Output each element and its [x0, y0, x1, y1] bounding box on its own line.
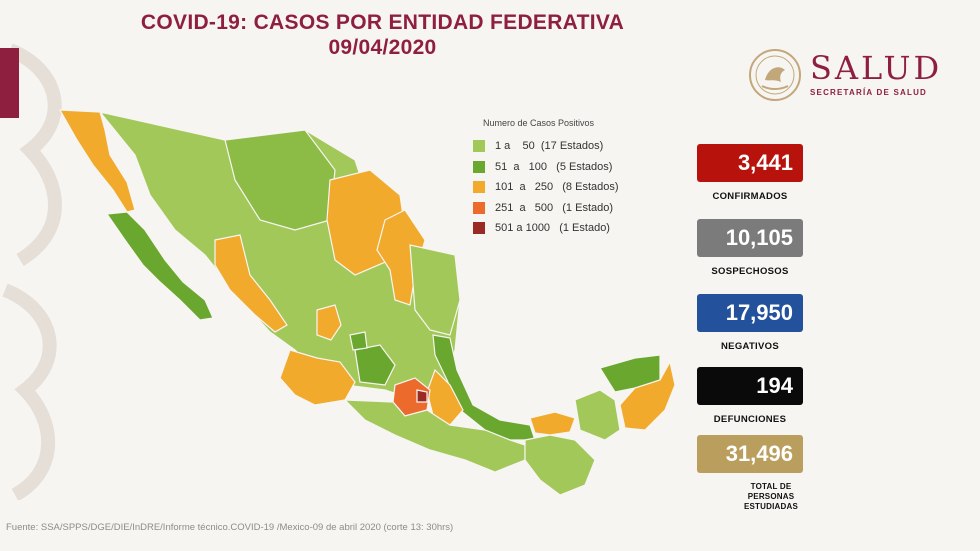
seal-icon [749, 49, 801, 101]
state-queretaro [349, 331, 368, 351]
stat-confirmados: 3,441 CONFIRMADOS [697, 144, 803, 202]
map-legend: Numero de Casos Positivos 1 a 50 (17 Est… [473, 118, 653, 239]
logo-wordmark: SALUD [810, 49, 943, 87]
state-tabasco [529, 411, 576, 436]
legend-item: 251 a 500 (1 Estado) [473, 198, 653, 219]
stat-value-box: 17,950 [697, 294, 803, 332]
stat-label: SOSPECHOSOS [711, 266, 789, 277]
legend-item: 1 a 50 (17 Estados) [473, 136, 653, 157]
title-line-2: 09/04/2020 [328, 36, 437, 59]
legend-swatch [473, 222, 485, 235]
legend-label: 501 a 1000 (1 Estado) [495, 222, 610, 235]
legend-label: 101 a 250 (8 Estados) [495, 181, 619, 194]
stat-value-box: 194 [697, 367, 803, 405]
legend-item: 101 a 250 (8 Estados) [473, 177, 653, 198]
stat-negativos: 17,950 NEGATIVOS [697, 294, 803, 352]
stat-label: CONFIRMADOS [712, 191, 788, 202]
source-note: Fuente: SSA/SPPS/DGE/DIE/InDRE/Informe t… [6, 522, 454, 533]
page-title: COVID-19: CASOS POR ENTIDAD FEDERATIVA 0… [0, 10, 765, 60]
logo-subtitle: SECRETARÍA DE SALUD [810, 88, 928, 97]
legend-item: 51 a 100 (5 Estados) [473, 157, 653, 178]
state-cdmx [416, 389, 428, 403]
legend-label: 251 a 500 (1 Estado) [495, 201, 614, 214]
stat-sospechosos: 10,105 SOSPECHOSOS [697, 219, 803, 277]
legend-swatch [473, 140, 485, 153]
state-chihuahua [224, 129, 336, 231]
stat-total-estudiadas: 31,496 TOTAL DE PERSONAS ESTUDIADAS [697, 435, 803, 512]
state-quintana-roo [619, 360, 676, 431]
stat-label: NEGATIVOS [721, 341, 779, 352]
state-baja-california [58, 109, 136, 213]
legend-label: 51 a 100 (5 Estados) [495, 160, 613, 173]
legend-swatch [473, 181, 485, 194]
mexico-map [58, 109, 676, 496]
state-chiapas [524, 434, 596, 496]
salud-logo: SALUD SECRETARÍA DE SALUD [748, 46, 958, 106]
stat-value-box: 31,496 [697, 435, 803, 473]
legend-label: 1 a 50 (17 Estados) [495, 140, 604, 153]
state-aguascalientes [316, 304, 342, 341]
background-ornament [2, 43, 62, 500]
state-sonora-south [214, 234, 288, 333]
legend-swatch [473, 201, 485, 214]
stat-defunciones: 194 DEFUNCIONES [697, 367, 803, 425]
state-campeche [574, 389, 621, 441]
accent-bar [0, 48, 19, 118]
legend-swatch [473, 160, 485, 173]
stat-label: DEFUNCIONES [713, 414, 787, 425]
stat-value-box: 3,441 [697, 144, 803, 182]
legend-title: Numero de Casos Positivos [483, 118, 595, 128]
title-line-1: COVID-19: CASOS POR ENTIDAD FEDERATIVA [140, 11, 625, 34]
state-tamaulipas [409, 244, 461, 336]
stat-value-box: 10,105 [697, 219, 803, 257]
state-baja-california-sur [105, 211, 214, 321]
state-guanajuato [354, 344, 396, 386]
legend-item: 501 a 1000 (1 Estado) [473, 218, 653, 239]
stat-label: TOTAL DE PERSONAS ESTUDIADAS [743, 482, 798, 511]
